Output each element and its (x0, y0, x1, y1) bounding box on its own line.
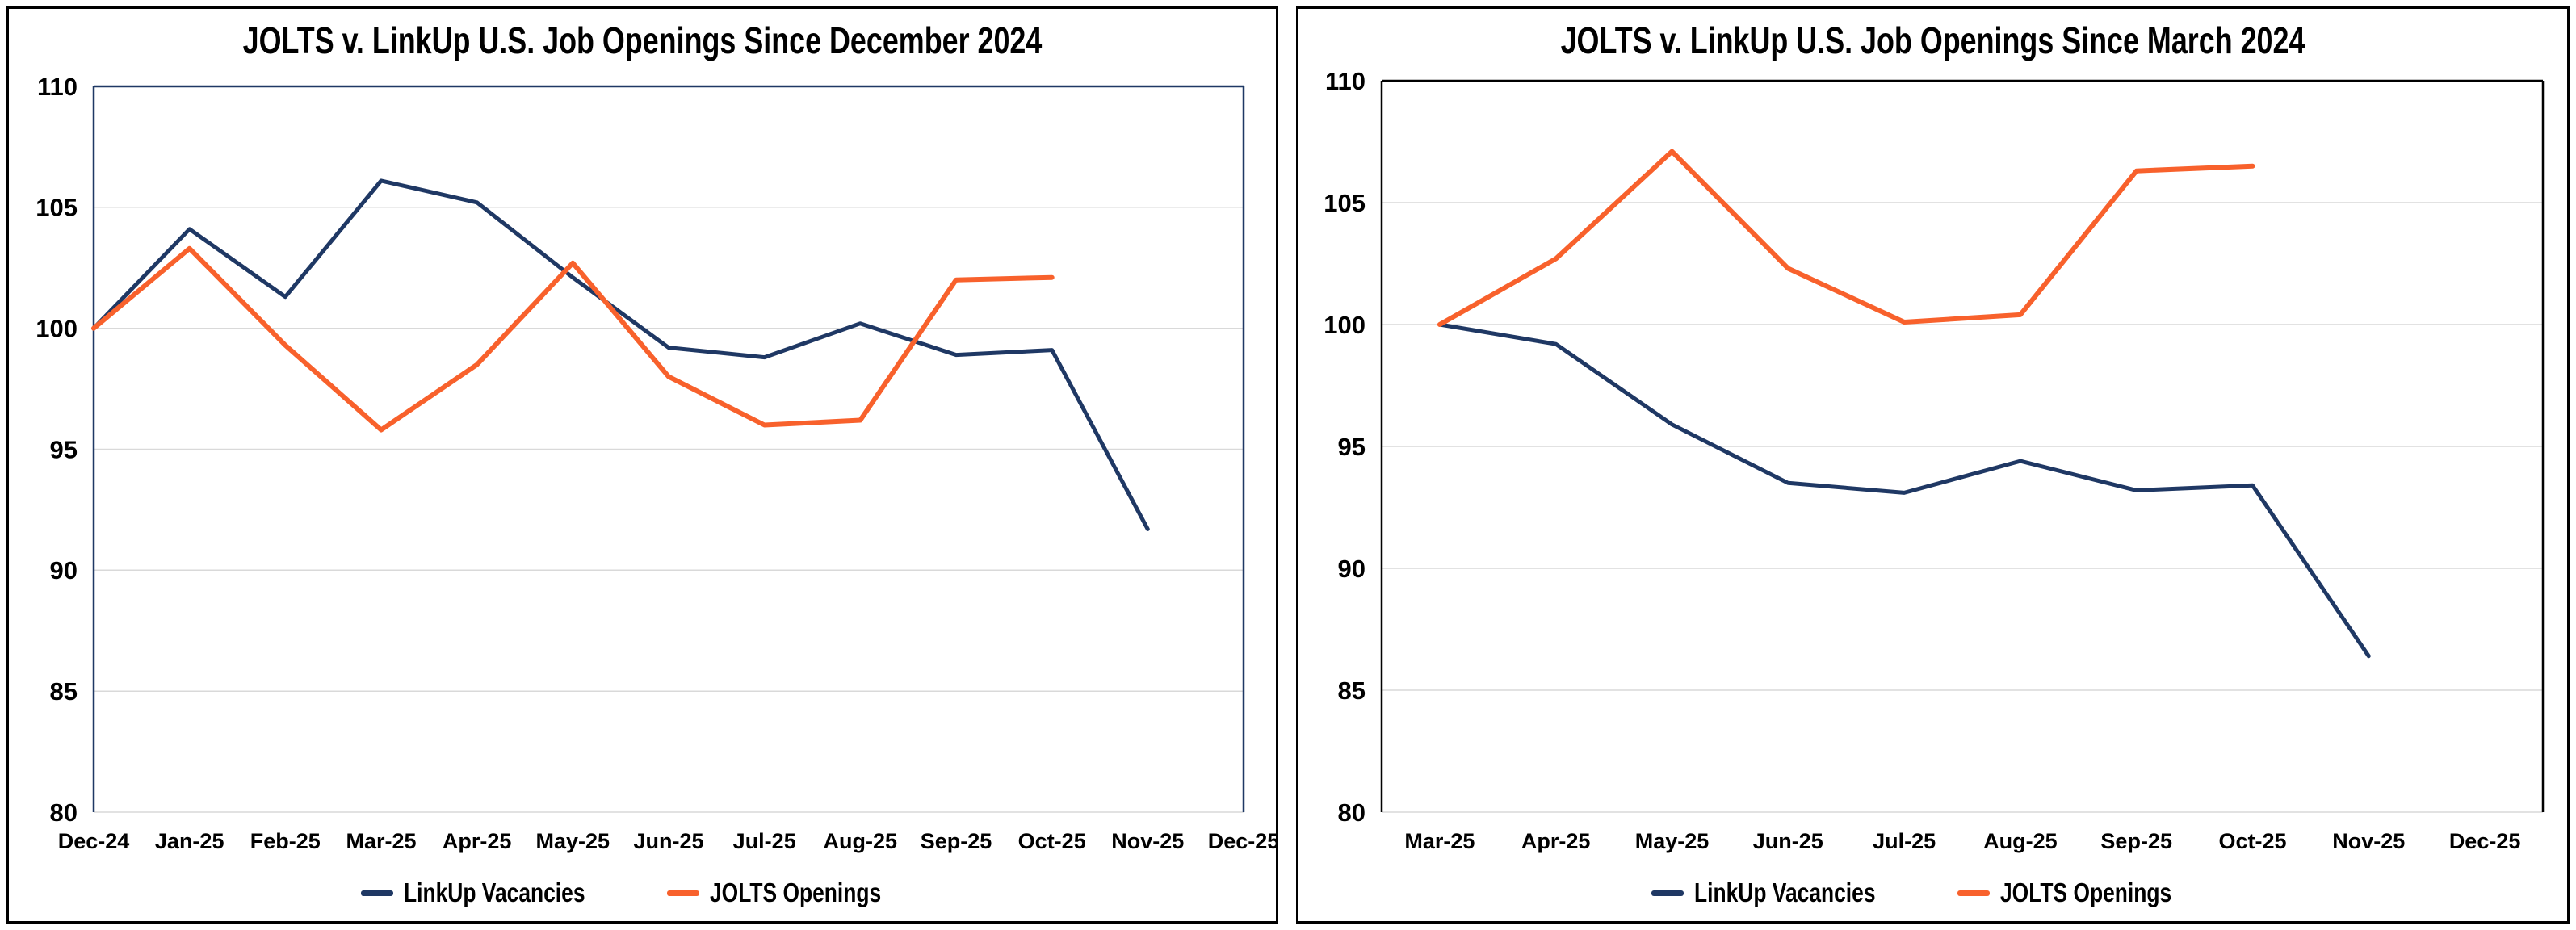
x-tick-label: Jul-25 (1873, 829, 1936, 853)
chart-title: JOLTS v. LinkUp U.S. Job Openings Since … (1560, 19, 2305, 61)
x-tick-label: Apr-25 (443, 829, 512, 853)
x-tick-label: Mar-25 (346, 829, 416, 853)
legend-item-linkup-vacancies: LinkUp Vacancies (360, 878, 631, 908)
x-tick-label: Jul-25 (733, 829, 796, 853)
y-tick-label: 105 (36, 194, 78, 222)
x-tick-label: Apr-25 (1521, 829, 1591, 853)
x-tick-label: Sep-25 (921, 829, 992, 853)
legend-dash-icon (360, 890, 393, 896)
legend: LinkUp Vacancies JOLTS Openings (1298, 878, 2567, 908)
legend-label-linkup-vacancies: LinkUp Vacancies (1693, 878, 1876, 907)
x-tick-label: May-25 (536, 829, 610, 853)
y-tick-label: 90 (1338, 555, 1366, 583)
legend-dash-icon (667, 890, 700, 896)
y-tick-label: 90 (50, 556, 78, 584)
y-tick-label: 85 (50, 677, 78, 706)
x-tick-label: Dec-25 (2449, 829, 2521, 853)
x-tick-label: Oct-25 (1018, 829, 1086, 853)
y-tick-label: 80 (50, 798, 78, 827)
chart-panel-march: JOLTS v. LinkUp U.S. Job Openings Since … (1296, 6, 2570, 924)
legend: LinkUp Vacancies JOLTS Openings (9, 878, 1276, 908)
x-tick-label: Mar-25 (1404, 829, 1475, 853)
line-plot-march: 80 85 90 95 100 105 110 Mar-25 Apr-25 May-25 Jun-2… (1324, 67, 2545, 853)
x-tick-label: Jun-25 (1753, 829, 1823, 853)
chart-title: JOLTS v. LinkUp U.S. Job Openings Since … (242, 19, 1043, 61)
y-tick-label: 95 (1338, 433, 1366, 461)
y-tick-label: 105 (1324, 189, 1366, 217)
x-tick-label: May-25 (1635, 829, 1710, 853)
x-tick-label: Nov-25 (1111, 829, 1184, 853)
y-tick-label: 85 (1338, 677, 1366, 705)
legend-label-jolts-openings: JOLTS Openings (710, 878, 882, 907)
y-tick-label: 110 (1325, 67, 1366, 95)
legend-label-jolts-openings: JOLTS Openings (2000, 878, 2172, 907)
legend-label-linkup-vacancies: LinkUp Vacancies (403, 878, 585, 907)
legend-dash-icon (1651, 890, 1684, 896)
x-tick-label: Jan-25 (155, 829, 224, 853)
y-tick-label: 95 (50, 435, 78, 463)
series-line-linkup-vacancies (1437, 322, 2371, 659)
x-tick-label: Nov-25 (2332, 829, 2405, 853)
legend-dash-icon (1957, 890, 1991, 896)
y-tick-label: 100 (36, 315, 78, 343)
legend-item-jolts-openings: JOLTS Openings (1957, 878, 2214, 908)
legend-item-jolts-openings: JOLTS Openings (667, 878, 924, 908)
x-tick-label: Sep-25 (2100, 829, 2172, 853)
x-tick-label: Aug-25 (824, 829, 898, 853)
x-tick-label: Jun-25 (633, 829, 703, 853)
chart-panel-december: JOLTS v. LinkUp U.S. Job Openings Since … (6, 6, 1278, 924)
y-tick-label: 110 (37, 73, 78, 101)
line-plot-december: 80 85 90 95 100 105 110 Dec-24 Jan-25 Feb-25 Mar-2… (36, 73, 1276, 853)
legend-item-linkup-vacancies: LinkUp Vacancies (1651, 878, 1921, 908)
y-tick-label: 80 (1338, 798, 1366, 827)
series-line-linkup-vacancies (91, 178, 1150, 531)
y-tick-label: 100 (1324, 311, 1366, 339)
x-tick-label: Oct-25 (2218, 829, 2286, 853)
series-line-jolts-openings (1437, 149, 2255, 327)
x-tick-label: Feb-25 (250, 829, 321, 853)
x-tick-label: Dec-25 (1208, 829, 1276, 853)
x-tick-label: Aug-25 (1983, 829, 2058, 853)
series-line-jolts-openings (91, 245, 1055, 433)
x-tick-label: Dec-24 (58, 829, 130, 853)
